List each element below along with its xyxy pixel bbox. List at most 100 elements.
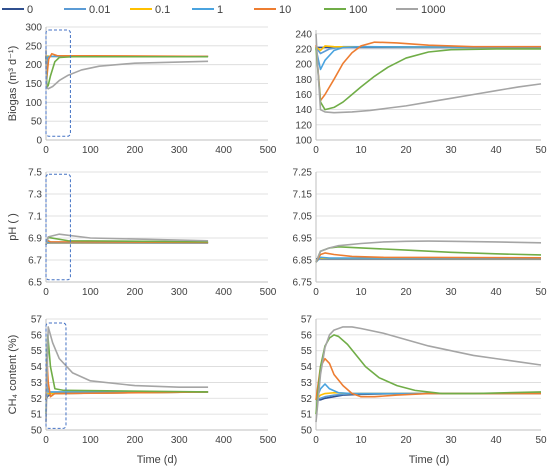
x-tick-label: 300 [171,145,188,156]
y-tick-label: 50 [31,117,43,128]
y-tick-label: 57 [301,315,313,326]
series-line-10 [45,357,209,400]
panel-biogas-zoom: 100 120 140 160 180 200 220 240 0 10 20 30 40 50 [295,29,547,156]
y-tick-label: 6.75 [293,278,313,289]
x-tick-label: 50 [535,435,547,446]
legend-label: 0.01 [89,4,110,16]
x-tick-label: 200 [126,435,143,446]
x-tick-label: 100 [82,145,99,156]
legend-label: 1 [217,4,223,16]
legend-entry: 100 [324,4,367,16]
x-tick-label: 10 [355,145,367,156]
x-axis-label-right: Time (d) [409,454,450,466]
highlight-box [45,29,71,137]
series-line-10 [315,41,541,102]
y-tick-label: 51 [301,410,313,421]
panel-ph-full: 6.5 6.7 6.9 7.1 7.3 7.5 0 100 200 300 400 500 pH ( ) [7,168,277,299]
legend-label: 1000 [421,4,445,16]
y-tick-label: 200 [295,60,312,71]
x-tick-label: 0 [313,145,319,156]
x-tick-label: 400 [215,435,232,446]
x-tick-label: 40 [490,287,502,298]
y-tick-label: 140 [295,105,312,116]
y-tick-label: 240 [295,29,312,40]
x-tick-label: 300 [171,435,188,446]
y-tick-label: 120 [295,120,312,131]
y-tick-label: 7.05 [293,212,313,223]
y-tick-label: 220 [295,44,312,55]
x-tick-label: 200 [126,145,143,156]
x-tick-label: 10 [355,435,367,446]
y-tick-label: 54 [301,362,313,373]
series-line-100 [45,334,209,415]
panel-ph-zoom: 6.75 6.85 6.95 7.05 7.15 7.25 0 10 20 30 40 50 [293,168,547,299]
legend-label: 0.1 [155,4,170,16]
x-tick-label: 20 [400,435,412,446]
y-axis-label: Biogas (m³ d⁻¹) [7,46,19,122]
x-tick-label: 0 [43,435,49,446]
legend-label: 0 [27,4,33,16]
x-tick-label: 200 [126,287,143,298]
x-tick-label: 400 [215,287,232,298]
series-line-1000 [315,326,542,423]
legend-entry: 0.1 [130,4,170,16]
y-axis-label: pH ( ) [7,213,19,241]
y-tick-label: 160 [295,90,312,101]
y-tick-label: 55 [31,346,43,357]
series-line-1000 [315,33,542,114]
series-line-10 [315,357,541,400]
legend-label: 100 [349,4,367,16]
y-tick-label: 7.25 [293,168,313,179]
series-line-1000 [45,49,209,90]
y-tick-label: 57 [31,315,43,326]
y-tick-label: 6.95 [293,234,313,245]
legend-entry: 0 [2,4,33,16]
y-tick-label: 53 [301,378,313,389]
series-line-10 [45,52,209,84]
y-tick-label: 56 [301,330,313,341]
panel-biogas-full: 0 50 100 150 200 250 300 0 100 200 300 400 500 Biogas… [7,23,277,157]
y-tick-label: 250 [25,41,42,52]
x-tick-label: 500 [260,287,277,298]
x-tick-label: 100 [82,435,99,446]
legend: 0 0.01 0.1 1 10 100 1000 [2,4,445,16]
y-tick-label: 54 [31,362,43,373]
y-tick-label: 52 [31,394,43,405]
y-tick-label: 200 [25,60,42,71]
series-line-1 [315,45,542,71]
x-axis-label-left: Time (d) [137,454,178,466]
highlight-box [45,173,71,281]
y-tick-label: 56 [31,330,43,341]
y-tick-label: 52 [301,394,313,405]
x-tick-label: 20 [400,145,412,156]
y-tick-label: 7.3 [28,190,42,201]
highlight-box [45,322,67,429]
x-tick-label: 40 [490,435,502,446]
y-tick-label: 50 [31,426,43,437]
x-tick-label: 20 [400,287,412,298]
y-tick-label: 180 [295,75,312,86]
y-tick-label: 51 [31,410,43,421]
y-tick-label: 55 [301,346,313,357]
y-tick-label: 150 [25,79,42,90]
x-tick-label: 0 [43,287,49,298]
x-tick-label: 500 [260,435,277,446]
y-tick-label: 0 [36,136,42,147]
y-tick-label: 6.7 [28,256,42,267]
y-tick-label: 6.85 [293,256,313,267]
y-tick-label: 53 [31,378,43,389]
panel-ch4-full: 50 51 52 53 54 55 56 57 0 100 200 300 400 500 CH₄ cont… [7,315,277,447]
series-line-1000 [315,240,542,263]
series-line-100 [315,47,541,111]
legend-entry: 10 [254,4,291,16]
panel-ch4-zoom: 50 51 52 53 54 55 56 57 0 10 20 30 40 50 [301,315,547,447]
y-tick-label: 6.5 [28,278,42,289]
y-tick-label: 6.9 [28,234,42,245]
x-tick-label: 50 [535,287,547,298]
y-tick-label: 100 [295,136,312,147]
x-tick-label: 500 [260,145,277,156]
legend-label: 10 [279,4,291,16]
x-tick-label: 0 [43,145,49,156]
